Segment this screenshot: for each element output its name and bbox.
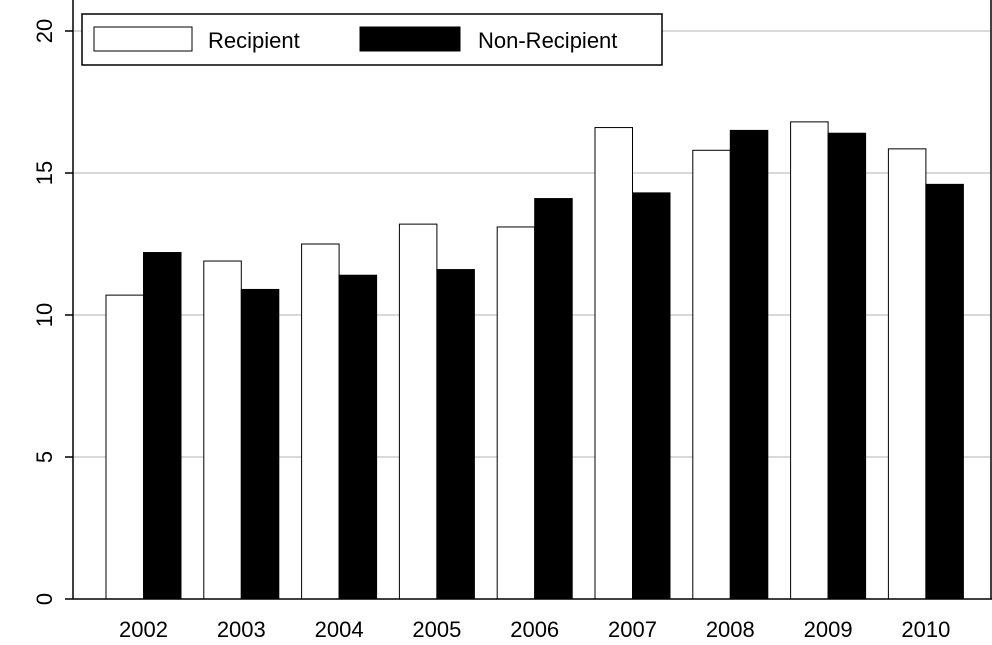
y-ticks: 0 5 10 15 20	[32, 19, 73, 605]
legend: Recipient Non-Recipient	[81, 13, 663, 66]
bar-non-recipient-2004	[338, 274, 378, 600]
bar-recipient-2007	[594, 127, 633, 600]
bar-non-recipient-2008	[729, 129, 769, 600]
axes	[72, 0, 992, 600]
bar-non-recipient-2006	[534, 198, 573, 600]
x-tick-label: 2008	[706, 617, 755, 642]
x-tick-label: 2009	[804, 617, 853, 642]
y-tick-label: 10	[32, 303, 57, 327]
bars	[105, 121, 964, 600]
y-tick-label: 20	[32, 19, 57, 43]
x-tick-label: 2010	[901, 617, 950, 642]
bar-non-recipient-2009	[827, 132, 867, 600]
y-tick-label: 5	[32, 451, 57, 463]
x-tick-label: 2005	[412, 617, 461, 642]
bar-non-recipient-2002	[143, 252, 182, 600]
bar-non-recipient-2005	[436, 269, 475, 600]
bar-recipient-2006	[496, 226, 536, 600]
bar-recipient-2008	[692, 149, 731, 600]
y-tick-label: 15	[32, 161, 57, 185]
legend-swatch-non-recipient	[359, 26, 461, 52]
bar-non-recipient-2003	[240, 288, 280, 600]
bar-recipient-2009	[790, 121, 829, 600]
legend-label-non-recipient: Non-Recipient	[478, 28, 617, 53]
bar-recipient-2004	[301, 243, 340, 600]
x-tick-label: 2006	[510, 617, 559, 642]
bar-non-recipient-2007	[632, 192, 671, 600]
bar-recipient-2003	[203, 260, 242, 600]
x-tick-label: 2004	[315, 617, 364, 642]
legend-label-recipient: Recipient	[208, 28, 300, 53]
x-tick-label: 2003	[217, 617, 266, 642]
bar-recipient-2005	[398, 223, 438, 600]
bar-recipient-2010	[887, 148, 927, 600]
x-ticks: 2002 2003 2004 2005 2006 2007 2008 2009 2010	[119, 617, 950, 642]
legend-swatch-recipient	[93, 26, 193, 52]
y-tick-label: 0	[32, 593, 57, 605]
bar-non-recipient-2010	[925, 183, 964, 600]
x-tick-label: 2002	[119, 617, 168, 642]
x-tick-label: 2007	[608, 617, 657, 642]
bar-recipient-2002	[105, 294, 144, 600]
